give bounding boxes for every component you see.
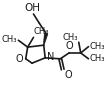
Text: CH₃: CH₃ [90,42,105,51]
Text: O: O [65,70,72,80]
Text: OH: OH [25,3,40,13]
Text: CH₃: CH₃ [34,27,49,36]
Text: O: O [16,54,23,64]
Text: N: N [47,52,54,62]
Polygon shape [43,33,48,45]
Text: CH₃: CH₃ [90,54,105,63]
Text: CH₃: CH₃ [2,35,17,44]
Text: CH₃: CH₃ [62,33,78,42]
Text: O: O [65,41,73,51]
